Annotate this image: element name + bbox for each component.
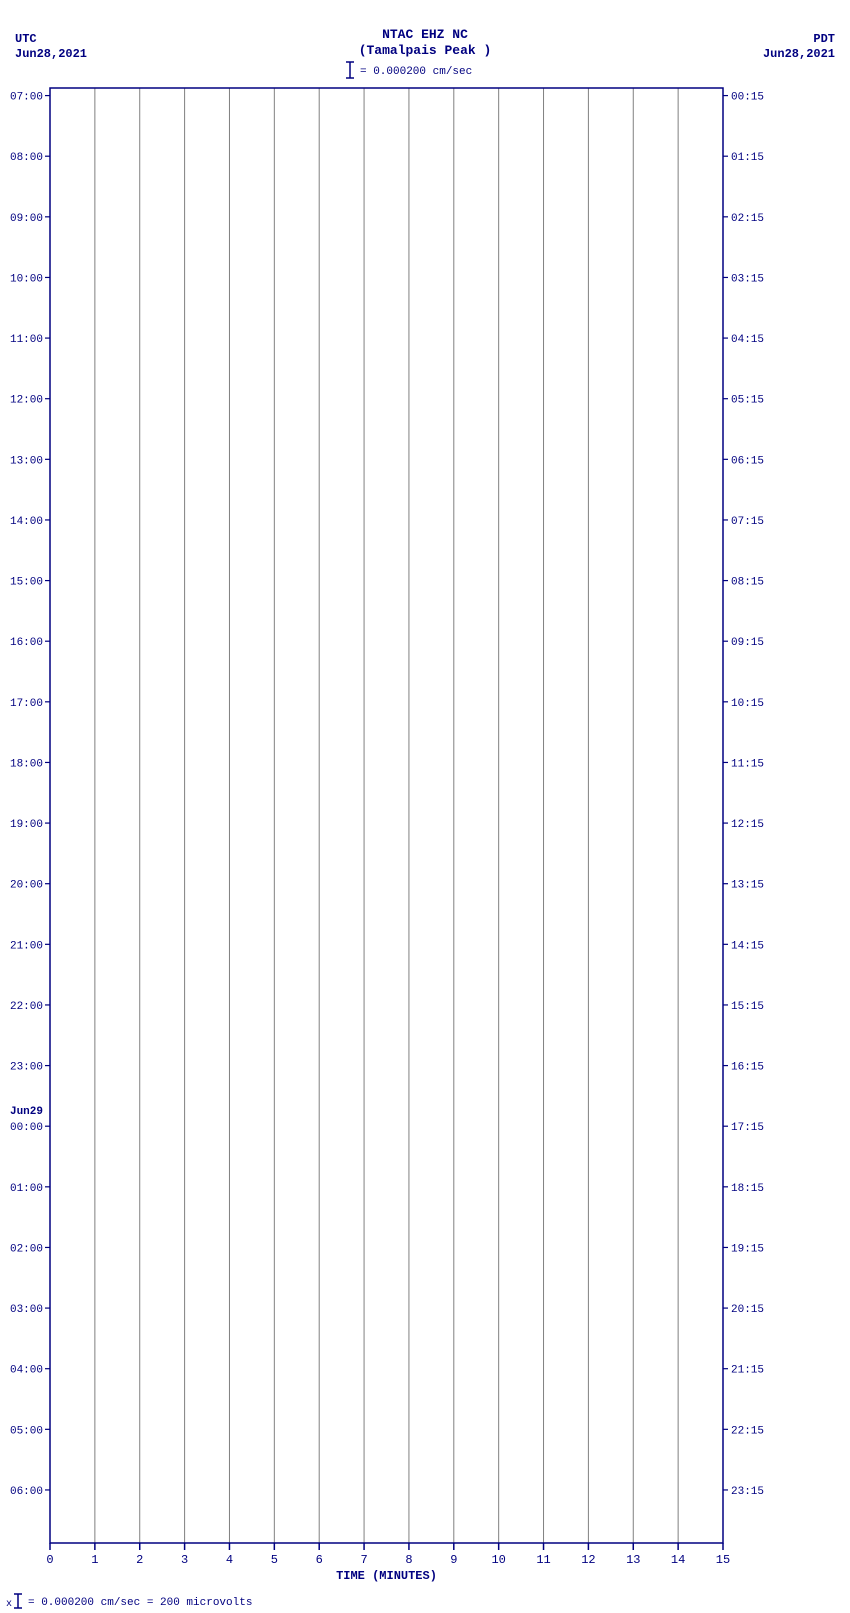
x-tick-label: 11 [536, 1553, 550, 1567]
date-right: Jun28,2021 [763, 47, 835, 61]
station-code: NTAC EHZ NC [382, 27, 468, 42]
pdt-time-label: 06:15 [731, 455, 764, 467]
pdt-time-label: 09:15 [731, 637, 764, 649]
utc-time-label: 05:00 [10, 1425, 43, 1437]
pdt-time-label: 01:15 [731, 152, 764, 164]
pdt-time-label: 20:15 [731, 1304, 764, 1316]
tz-right: PDT [813, 32, 835, 46]
utc-time-label: 14:00 [10, 516, 43, 528]
pdt-time-label: 10:15 [731, 698, 764, 710]
x-tick-label: 15 [716, 1553, 730, 1567]
pdt-time-label: 18:15 [731, 1183, 764, 1195]
utc-time-label: 13:00 [10, 455, 43, 467]
pdt-time-label: 14:15 [731, 940, 764, 952]
x-tick-label: 8 [405, 1553, 412, 1567]
utc-time-label: 23:00 [10, 1062, 43, 1074]
pdt-time-label: 23:15 [731, 1486, 764, 1498]
plot-border [50, 88, 723, 1543]
pdt-time-label: 12:15 [731, 819, 764, 831]
x-tick-label: 10 [491, 1553, 505, 1567]
pdt-time-label: 05:15 [731, 395, 764, 407]
x-tick-label: 4 [226, 1553, 233, 1567]
utc-time-label: 07:00 [10, 92, 43, 104]
utc-time-label: 04:00 [10, 1365, 43, 1377]
x-tick-label: 6 [316, 1553, 323, 1567]
x-tick-label: 12 [581, 1553, 595, 1567]
utc-time-label: 15:00 [10, 577, 43, 589]
utc-time-label: 03:00 [10, 1304, 43, 1316]
seismogram-chart: NTAC EHZ NC(Tamalpais Peak ) = 0.000200 c… [0, 0, 850, 1613]
utc-time-label: 18:00 [10, 758, 43, 770]
utc-time-label: 16:00 [10, 637, 43, 649]
x-tick-label: 14 [671, 1553, 685, 1567]
utc-time-label: 01:00 [10, 1183, 43, 1195]
utc-time-label: 00:00 [10, 1122, 43, 1134]
pdt-time-label: 07:15 [731, 516, 764, 528]
pdt-time-label: 02:15 [731, 213, 764, 225]
footer-prefix: x [6, 1599, 12, 1610]
pdt-time-label: 22:15 [731, 1425, 764, 1437]
pdt-time-label: 00:15 [731, 92, 764, 104]
pdt-time-label: 13:15 [731, 880, 764, 892]
pdt-time-label: 17:15 [731, 1122, 764, 1134]
utc-time-label: 09:00 [10, 213, 43, 225]
utc-time-label: 22:00 [10, 1001, 43, 1013]
utc-time-label: 11:00 [10, 334, 43, 346]
utc-time-label: 19:00 [10, 819, 43, 831]
utc-time-label: 06:00 [10, 1486, 43, 1498]
utc-time-label: 08:00 [10, 152, 43, 164]
x-tick-label: 1 [91, 1553, 98, 1567]
utc-time-label: 02:00 [10, 1243, 43, 1255]
x-tick-label: 9 [450, 1553, 457, 1567]
pdt-time-label: 04:15 [731, 334, 764, 346]
pdt-time-label: 03:15 [731, 273, 764, 285]
pdt-time-label: 11:15 [731, 758, 764, 770]
pdt-time-label: 15:15 [731, 1001, 764, 1013]
date-left: Jun28,2021 [15, 47, 87, 61]
x-axis-label: TIME (MINUTES) [336, 1569, 437, 1583]
x-tick-label: 2 [136, 1553, 143, 1567]
utc-time-label: 10:00 [10, 273, 43, 285]
utc-time-label: 20:00 [10, 880, 43, 892]
pdt-time-label: 21:15 [731, 1365, 764, 1377]
date-left-mid: Jun29 [10, 1106, 43, 1118]
utc-time-label: 17:00 [10, 698, 43, 710]
x-tick-label: 7 [360, 1553, 367, 1567]
pdt-time-label: 08:15 [731, 577, 764, 589]
pdt-time-label: 19:15 [731, 1243, 764, 1255]
station-name: (Tamalpais Peak ) [359, 43, 492, 58]
x-tick-label: 3 [181, 1553, 188, 1567]
x-tick-label: 5 [271, 1553, 278, 1567]
utc-time-label: 12:00 [10, 395, 43, 407]
scale-label: = 0.000200 cm/sec [360, 66, 472, 78]
footer-scale: = 0.000200 cm/sec = 200 microvolts [28, 1597, 252, 1609]
x-tick-label: 13 [626, 1553, 640, 1567]
utc-time-label: 21:00 [10, 940, 43, 952]
pdt-time-label: 16:15 [731, 1062, 764, 1074]
tz-left: UTC [15, 32, 37, 46]
x-tick-label: 0 [46, 1553, 53, 1567]
